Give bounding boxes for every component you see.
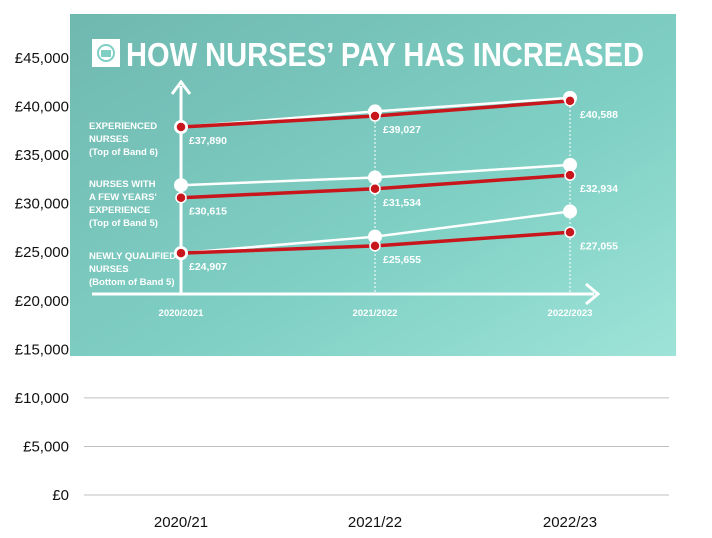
y-tick-label: £45,000 <box>15 50 69 67</box>
data-point-red <box>564 169 576 181</box>
x-axis-tick-labels: 2020/21 2021/22 2022/23 <box>154 514 597 531</box>
data-point-white <box>368 170 382 185</box>
y-tick-label: £30,000 <box>15 196 69 213</box>
y-tick-label: £35,000 <box>15 147 69 164</box>
series-label-line: NURSES <box>89 264 129 275</box>
x-tick-label: 2020/21 <box>154 514 208 531</box>
inner-x-tick-label: 2020/2021 <box>159 308 205 319</box>
x-tick-label: 2022/23 <box>543 514 597 531</box>
data-label: £31,534 <box>383 197 421 209</box>
series-label-line: (Top of Band 5) <box>89 218 158 229</box>
y-tick-label: £10,000 <box>15 390 69 407</box>
x-tick-label: 2021/22 <box>348 514 402 531</box>
data-point-red <box>175 191 187 204</box>
data-label: £32,934 <box>580 183 618 195</box>
crest-logo-icon <box>92 39 120 67</box>
series-label-line: NURSES WITH <box>89 179 156 190</box>
data-label: £24,907 <box>189 261 227 273</box>
y-tick-label: £15,000 <box>15 341 69 358</box>
data-point-white <box>174 178 188 193</box>
y-tick-label: £0 <box>52 487 69 504</box>
y-tick-label: £40,000 <box>15 99 69 116</box>
series-label-line: EXPERIENCED <box>89 121 157 132</box>
series-label-line: (Top of Band 6) <box>89 147 158 158</box>
y-tick-label: £20,000 <box>15 293 69 310</box>
data-point-red <box>369 183 381 195</box>
series-labels: EXPERIENCED NURSES (Top of Band 6) NURSES W… <box>89 121 176 288</box>
data-point-white <box>563 204 577 219</box>
data-label: £39,027 <box>383 124 421 136</box>
data-point-red <box>564 226 576 239</box>
series-label-line: NEWLY QUALIFIED <box>89 251 176 262</box>
inner-y-axis-arrow-icon <box>170 79 192 95</box>
series-label-line: NURSES <box>89 134 129 145</box>
inner-x-tick-label: 2022/2023 <box>548 308 593 319</box>
data-point-red <box>175 121 187 133</box>
data-point-red <box>369 110 381 122</box>
data-point-white <box>563 157 577 172</box>
data-point-red <box>175 247 187 259</box>
series-label-line: EXPERIENCE <box>89 205 150 216</box>
series-label-line: (Bottom of Band 5) <box>89 277 175 288</box>
data-label: £25,655 <box>383 254 421 266</box>
data-label: £40,588 <box>580 109 618 121</box>
data-point-red <box>369 240 381 252</box>
data-point-white <box>368 229 382 244</box>
inner-x-axis-labels: 2020/2021 2021/2022 2022/2023 <box>159 308 593 319</box>
data-label: £37,890 <box>189 135 227 147</box>
data-label: £27,055 <box>580 240 618 252</box>
inner-x-axis-arrow-icon <box>585 282 601 306</box>
y-axis-tick-labels: £0 £5,000 £10,000 £15,000 £20,000 £25,000 £30,… <box>15 50 69 504</box>
data-labels: £37,890 £39,027 £40,588 £30,615 £31,534 £32,9… <box>189 109 618 273</box>
y-tick-label: £5,000 <box>23 438 69 455</box>
chart-title: HOW NURSES’ PAY HAS INCREASED <box>126 36 644 73</box>
y-tick-label: £25,000 <box>15 244 69 261</box>
inner-x-tick-label: 2021/2022 <box>353 308 398 319</box>
series-points <box>174 90 577 261</box>
data-label: £30,615 <box>189 206 227 218</box>
data-point-red <box>564 95 576 107</box>
series-label-line: A FEW YEARS' <box>89 192 157 203</box>
